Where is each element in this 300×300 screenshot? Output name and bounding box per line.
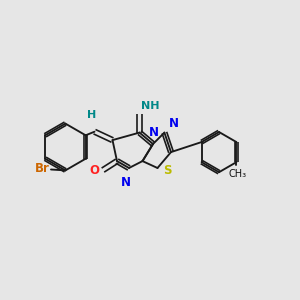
Text: S: S xyxy=(164,164,172,178)
Text: O: O xyxy=(89,164,99,178)
Text: N: N xyxy=(121,176,131,188)
Text: H: H xyxy=(88,110,97,120)
Text: Br: Br xyxy=(34,162,50,176)
Text: CH₃: CH₃ xyxy=(228,169,246,179)
Text: N: N xyxy=(169,117,179,130)
Text: NH: NH xyxy=(141,101,160,111)
Text: N: N xyxy=(149,126,159,139)
